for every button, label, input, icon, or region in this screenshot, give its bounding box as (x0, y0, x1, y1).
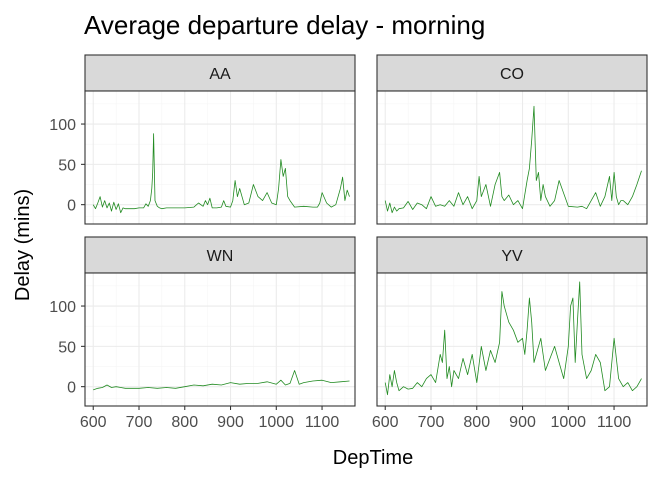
y-tick-label: 50 (58, 339, 76, 356)
facet-strip-label: CO (500, 66, 524, 83)
x-tick-label: 1000 (550, 414, 586, 431)
x-tick-label: 1000 (258, 414, 294, 431)
panel-border (376, 272, 648, 407)
x-tick-label: 900 (217, 414, 244, 431)
facet-strip (84, 236, 356, 274)
panel-border (376, 90, 648, 225)
panel-background (377, 273, 647, 406)
y-tick-label: 0 (67, 198, 76, 215)
panel-background (85, 273, 355, 406)
facet-panel-yv: YV 600 700 800 900 1000 1100 (372, 236, 648, 431)
facet-strip (84, 54, 356, 92)
x-tick-label: 900 (509, 414, 536, 431)
facet-panel-aa: AA 0 50 100 (49, 54, 356, 225)
x-tick-label: 1100 (597, 414, 632, 431)
panel-background (377, 91, 647, 224)
panel-border (84, 90, 356, 225)
facet-strip-label: YV (501, 248, 523, 265)
series-line-aa (92, 133, 350, 214)
y-tick-label: 100 (49, 117, 76, 134)
x-tick-label: 800 (171, 414, 198, 431)
x-tick-label: 1100 (305, 414, 340, 431)
facet-panel-wn: WN 0 50 100 600 700 800 900 1000 1100 (49, 236, 356, 431)
x-tick-label: 700 (418, 414, 445, 431)
series-line-yv (384, 281, 642, 396)
x-tick-label: 700 (126, 414, 153, 431)
y-tick-label: 50 (58, 157, 76, 174)
panel-background (85, 91, 355, 224)
facet-strip-label: WN (207, 248, 234, 265)
y-axis-title: Delay (mins) (12, 189, 34, 301)
series-line-co (384, 105, 642, 214)
panel-border (84, 272, 356, 407)
x-tick-label: 600 (372, 414, 399, 431)
y-tick-label: 0 (67, 380, 76, 397)
x-tick-label: 800 (463, 414, 490, 431)
chart-title: Average departure delay - morning (84, 10, 485, 40)
y-tick-label: 100 (49, 299, 76, 316)
series-line-wn (93, 370, 350, 391)
facet-strip (376, 236, 648, 274)
x-axis-title: DepTime (333, 447, 413, 469)
facet-strip-label: AA (209, 66, 231, 83)
x-tick-label: 600 (80, 414, 107, 431)
facet-strip (376, 54, 648, 92)
facet-panel-co: CO (376, 54, 648, 225)
